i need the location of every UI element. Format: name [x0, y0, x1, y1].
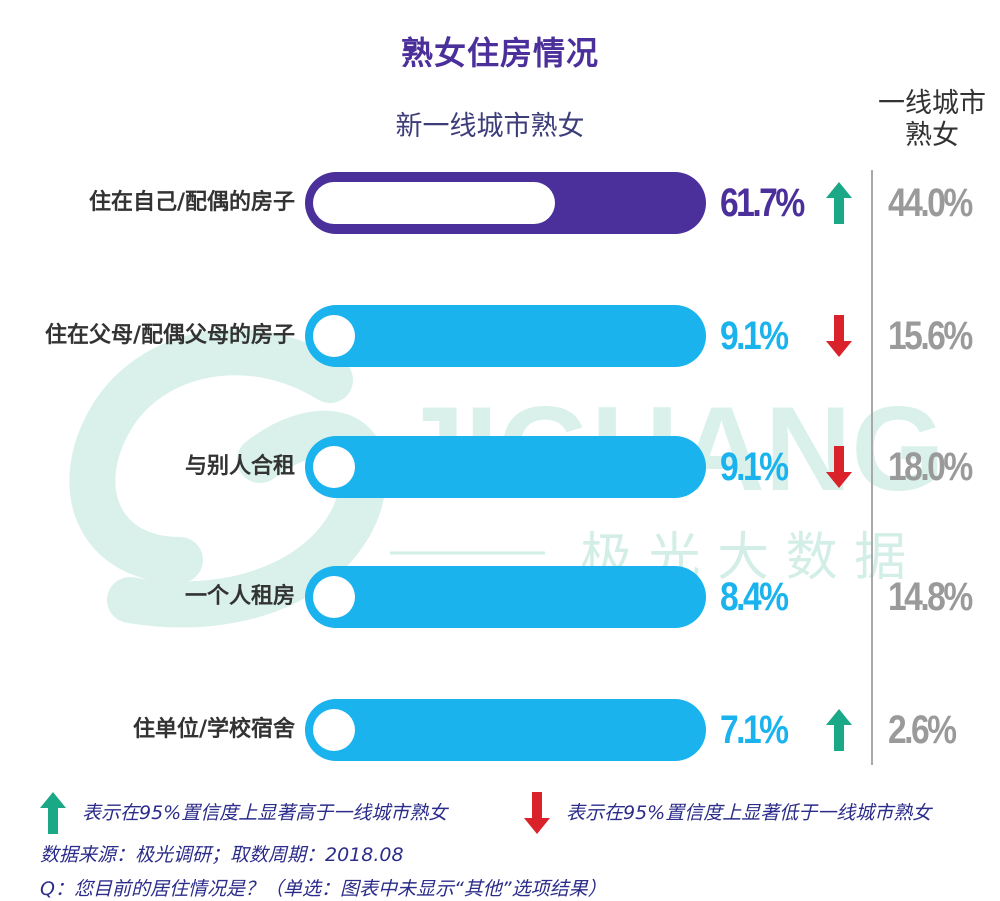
down-arrow-icon [524, 792, 550, 834]
series-header-tier1-line2: 熟女 [905, 120, 959, 151]
bar-track [305, 699, 706, 761]
value-label-new-tier1: 9.1% [720, 314, 789, 358]
value-label-tier1: 2.6% [888, 708, 957, 752]
chart-row: 一个人租房 8.4% 14.8% [0, 564, 1000, 630]
bar-track [305, 566, 706, 628]
survey-question: Q：您目前的居住情况是？（单选：图表中未显示“其他”选项结果） [40, 878, 607, 900]
chart-title: 熟女住房情况 [400, 34, 599, 72]
category-label: 住单位/学校宿舍 [132, 717, 295, 742]
down-arrow-icon [826, 446, 852, 488]
chart-row: 住单位/学校宿舍 7.1% 2.6% [0, 697, 1000, 763]
value-label-new-tier1: 9.1% [720, 445, 789, 489]
bar-value-fill [313, 576, 355, 618]
value-label-new-tier1: 7.1% [720, 708, 789, 752]
bar-value-fill [313, 446, 355, 488]
value-label-tier1: 15.6% [888, 314, 973, 358]
legend-down-text: 表示在95%置信度上显著低于一线城市熟女 [566, 802, 932, 824]
category-label: 与别人合租 [184, 454, 295, 479]
up-arrow-icon [826, 709, 852, 751]
value-label-tier1: 14.8% [888, 575, 973, 619]
chart-row: 住在自己/配偶的房子 61.7% 44.0% [0, 170, 1000, 236]
bar-track [305, 436, 706, 498]
category-label: 住在父母/配偶父母的房子 [44, 323, 295, 348]
up-arrow-icon [826, 182, 852, 224]
bar-track [305, 305, 706, 367]
category-label: 一个人租房 [184, 584, 295, 609]
series-header-tier1: 一线城市 熟女 [868, 88, 996, 152]
series-header-tier1-line1: 一线城市 [878, 88, 986, 119]
up-arrow-icon [40, 792, 66, 834]
value-label-tier1: 18.0% [888, 445, 973, 489]
column-divider [871, 170, 873, 765]
data-source: 数据来源：极光调研；取数周期：2018.08 [40, 844, 404, 866]
bar-value-fill [313, 709, 355, 751]
chart-row: 住在父母/配偶父母的房子 9.1% 15.6% [0, 303, 1000, 369]
legend-up-text: 表示在95%置信度上显著高于一线城市熟女 [82, 802, 448, 824]
down-arrow-icon [826, 315, 852, 357]
value-label-new-tier1: 8.4% [720, 575, 789, 619]
category-label: 住在自己/配偶的房子 [88, 190, 295, 215]
value-label-tier1: 44.0% [888, 181, 973, 225]
value-label-new-tier1: 61.7% [720, 181, 805, 225]
bar-track [305, 172, 706, 234]
series-header-new-tier1: 新一线城市熟女 [395, 111, 585, 142]
bar-value-fill [313, 315, 355, 357]
chart-row: 与别人合租 9.1% 18.0% [0, 434, 1000, 500]
bar-value-fill [313, 182, 555, 224]
